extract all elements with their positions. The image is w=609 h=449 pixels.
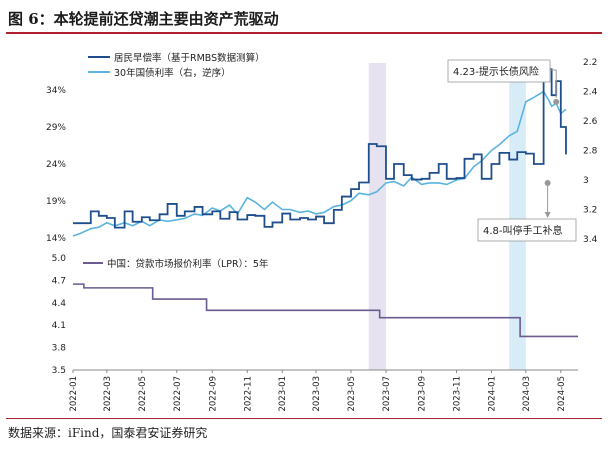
- right-tick-label: 3: [583, 176, 589, 186]
- left-tick-label: 19%: [46, 197, 66, 207]
- bottom-tick-label: 4.4: [52, 299, 67, 309]
- footer-rule: [6, 418, 602, 419]
- x-tick-label: 2023-01: [278, 376, 288, 412]
- figure-title: 图 6：本轮提前还贷潮主要由资产荒驱动: [8, 10, 279, 28]
- annotation-text-subsidy: 4.8-叫停手工补息: [483, 224, 563, 237]
- x-tick-label: 2023-09: [418, 376, 428, 412]
- highlight-band: [509, 63, 526, 370]
- x-tick-label: 2023-03: [312, 376, 322, 412]
- bottom-panel-axes: 3.5 3.8 4.1 4.4 4.7 5.0 2022-01 2022-03 2022-05 2…: [52, 254, 578, 412]
- title-rule: [6, 32, 602, 34]
- right-tick-label: 2.6: [583, 117, 598, 127]
- legend-label-bond: 30年国债利率（右，逆序）: [114, 67, 231, 79]
- x-tick-label: 2022-01: [69, 376, 79, 412]
- top-panel-axes: 14% 19% 24% 29% 34% 2.2 2.4 2.6 2.8 3 3.2 3.4: [46, 58, 598, 245]
- figure-source: 数据来源：iFind，国泰君安证券研究: [8, 426, 208, 440]
- right-tick-label: 2.4: [583, 88, 598, 98]
- annotation-box-risk: [447, 59, 551, 83]
- annotations: 4.23-提示长债风险 4.8-叫停手工补息: [447, 59, 577, 242]
- x-tick-label: 2022-09: [208, 376, 218, 412]
- right-tick-label: 3.4: [583, 235, 598, 245]
- x-tick-label: 2024-05: [557, 376, 567, 412]
- bottom-tick-label: 3.8: [52, 344, 67, 354]
- right-tick-label: 2.2: [583, 58, 597, 68]
- x-tick-label: 2024-01: [487, 376, 497, 412]
- annotation-arrowhead-subsidy: [544, 212, 551, 218]
- x-tick-label: 2022-05: [138, 376, 148, 412]
- x-tick-label: 2022-07: [173, 376, 183, 412]
- annotation-marker-risk: [553, 98, 560, 105]
- left-tick-label: 24%: [46, 160, 66, 170]
- x-tick-label: 2024-03: [522, 376, 532, 412]
- legend-label-lpr: 中国：贷款市场报价利率（LPR）：5年: [107, 258, 269, 270]
- legends: 居民早偿率（基于RMBS数据测算） 30年国债利率（右，逆序） 中国：贷款市场报价利…: [83, 52, 269, 270]
- legend-label-prepayment: 居民早偿率（基于RMBS数据测算）: [114, 52, 265, 64]
- bottom-tick-label: 3.5: [52, 366, 66, 376]
- annotation-text-risk: 4.23-提示长债风险: [453, 65, 539, 78]
- right-tick-label: 3.2: [583, 206, 597, 216]
- left-tick-label: 34%: [46, 86, 66, 96]
- bottom-tick-label: 4.1: [52, 321, 66, 331]
- bottom-tick-label: 4.7: [52, 276, 66, 286]
- highlight-bands: [368, 63, 526, 370]
- annotation-marker-subsidy: [544, 179, 551, 186]
- x-tick-label: 2022-03: [103, 376, 113, 412]
- bottom-tick-label: 5.0: [52, 254, 67, 264]
- left-tick-label: 14%: [46, 234, 66, 244]
- series-line-lpr: [73, 283, 578, 338]
- highlight-band: [368, 63, 386, 370]
- series-lines: [72, 68, 578, 338]
- x-tick-label: 2023-07: [382, 376, 392, 412]
- right-tick-label: 2.8: [583, 147, 598, 157]
- left-tick-label: 29%: [46, 123, 66, 133]
- annotation-box-subsidy: [477, 218, 577, 242]
- x-tick-label: 2023-05: [347, 376, 357, 412]
- x-tick-label: 2022-11: [243, 376, 253, 412]
- x-tick-label: 2023-11: [452, 376, 462, 412]
- series-line-prepayment-rate: [73, 68, 567, 229]
